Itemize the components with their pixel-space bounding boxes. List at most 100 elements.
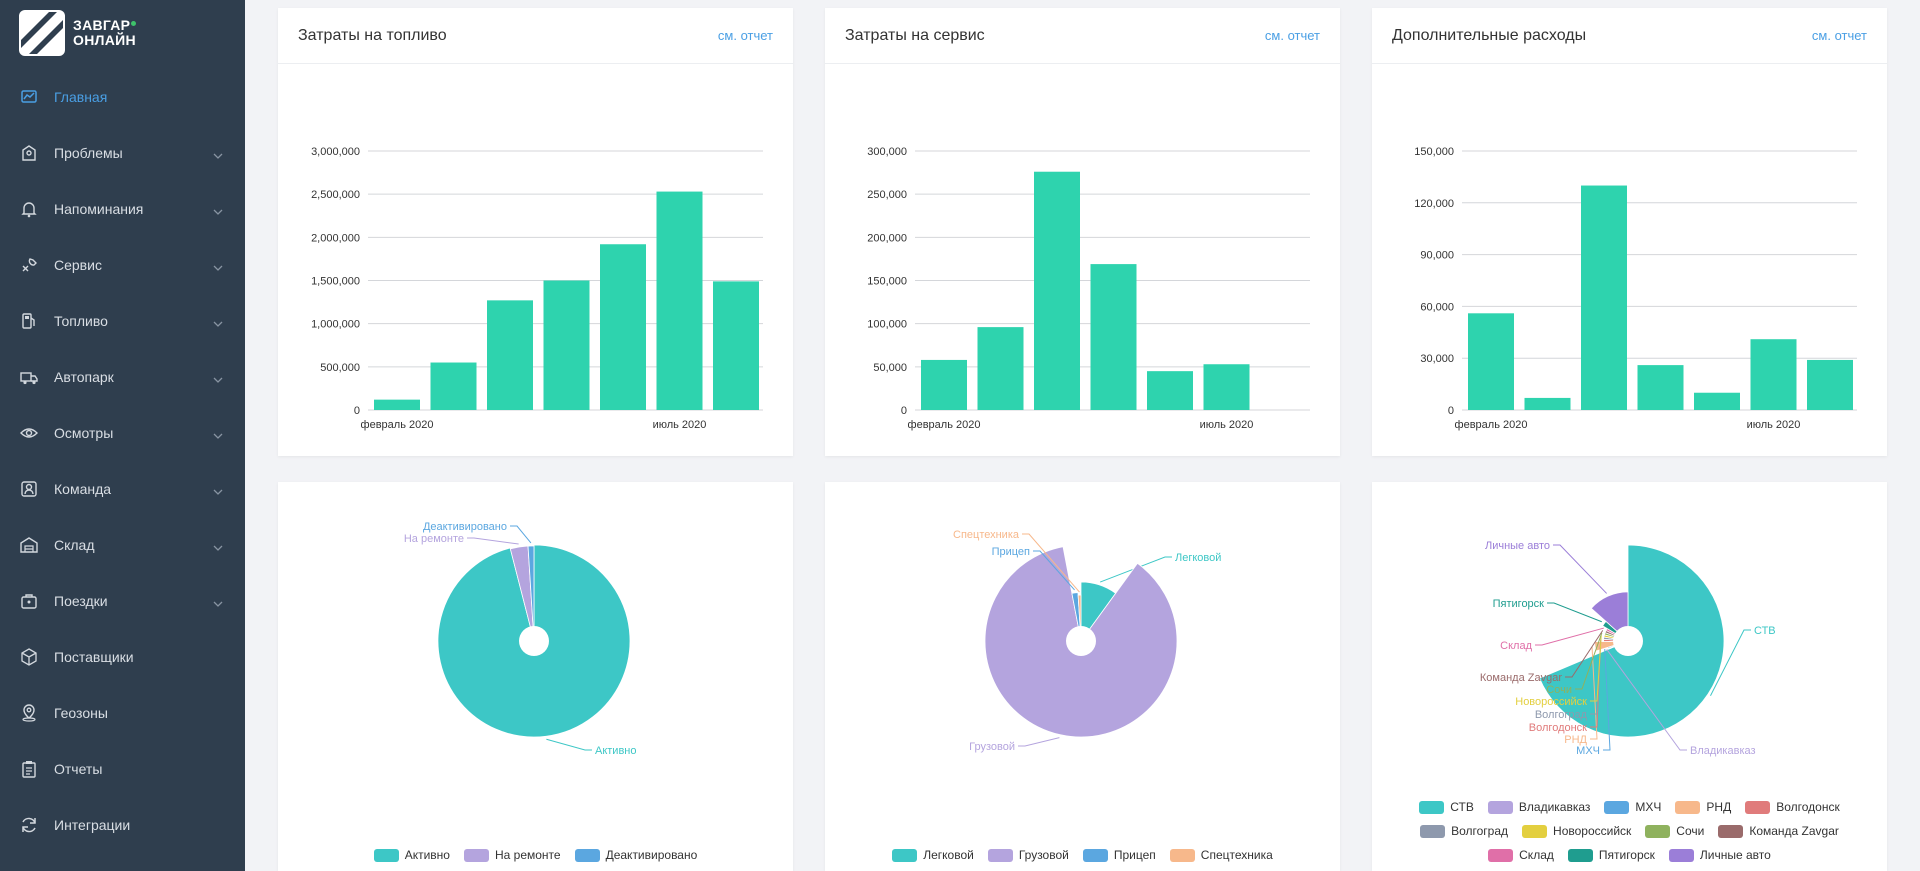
sidebar-item-truck[interactable]: Автопарк [0,349,245,405]
bar[interactable] [600,244,646,410]
legend-label: Владикавказ [1518,800,1591,814]
slice-label: Сочи [1546,684,1572,696]
slice-label: Легковой [1175,552,1221,564]
chevron-down-icon [213,316,223,334]
legend-swatch [1675,800,1701,814]
bar[interactable] [1468,313,1514,410]
sidebar-item-trips[interactable]: Поездки [0,573,245,629]
chevron-down-icon [213,148,223,166]
pie-slice[interactable] [527,545,535,642]
legend-item[interactable]: Личные авто [1668,843,1771,867]
bar[interactable] [487,300,533,410]
bar[interactable] [1090,264,1137,410]
bar[interactable] [543,280,590,411]
bar[interactable] [1034,171,1080,410]
legend-item[interactable]: Легковой [892,843,974,867]
y-tick-label: 1,500,000 [311,276,360,288]
leader-line [1603,649,1611,751]
legend-item[interactable]: Прицеп [1082,843,1156,867]
legend-item[interactable]: Склад [1488,843,1554,867]
sidebar-item-dashboard[interactable]: Главная [0,69,245,125]
bar[interactable] [430,362,477,410]
legend-label: Склад [1519,848,1554,862]
report-link[interactable]: см. отчет [1811,28,1867,43]
box-icon [20,648,38,666]
sidebar: ЗАВГАР ОНЛАЙН Главная Проблемы Напоминания… [0,0,245,871]
legend-item[interactable]: РНД [1675,795,1731,819]
bar[interactable] [921,359,967,410]
bar[interactable] [1807,359,1853,410]
y-tick-label: 30,000 [1420,353,1454,365]
bar[interactable] [374,399,420,410]
legend-swatch [1668,848,1694,862]
legend-label: Волгоград [1451,824,1509,838]
sidebar-item-team[interactable]: Команда [0,461,245,517]
slice-label: Команда Zavgar [1480,672,1562,684]
geozone-icon [20,704,38,722]
leader-line [1099,556,1172,583]
groups-legend: СТВ Владикавказ МХЧ РНД Волгодонск Волгоград Н… [1372,795,1887,867]
pie-slice[interactable] [1590,591,1629,642]
bar[interactable] [977,327,1024,410]
sidebar-item-label: Напоминания [54,201,144,217]
sidebar-item-fuel[interactable]: Топливо [0,293,245,349]
truck-icon [20,368,38,386]
bar[interactable] [1637,365,1684,410]
warehouse-icon [20,536,38,554]
sync-icon [20,816,38,834]
legend-item[interactable]: Грузовой [987,843,1069,867]
report-link[interactable]: см. отчет [1264,28,1320,43]
bar[interactable] [1694,392,1740,410]
legend-item[interactable]: Пятигорск [1567,843,1655,867]
sidebar-item-eye[interactable]: Осмотры [0,405,245,461]
service-icon [20,256,38,274]
legend-item[interactable]: Сочи [1645,819,1704,843]
legend-item[interactable]: На ремонте [463,843,561,867]
legend-item[interactable]: СТВ [1419,795,1474,819]
bar[interactable] [1203,364,1250,410]
sidebar-item-sync[interactable]: Интеграции [0,797,245,853]
y-tick-label: 300,000 [867,146,907,158]
legend-item[interactable]: МХЧ [1604,795,1661,819]
legend-item[interactable]: Волгодонск [1745,795,1840,819]
logo[interactable]: ЗАВГАР ОНЛАЙН [19,10,137,56]
report-link[interactable]: см. отчет [717,28,773,43]
legend-label: Команда Zavgar [1749,824,1839,838]
legend-item[interactable]: Владикавказ [1487,795,1591,819]
legend-item[interactable]: Деактивировано [574,843,697,867]
y-tick-label: 0 [1448,405,1454,417]
sidebar-item-label: Сервис [54,257,102,273]
sidebar-item-problems[interactable]: Проблемы [0,125,245,181]
legend-item[interactable]: Новороссийск [1522,819,1631,843]
sidebar-item-box[interactable]: Поставщики [0,629,245,685]
y-tick-label: 500,000 [320,362,360,374]
legend-swatch [892,848,918,862]
sidebar-item-clipboard[interactable]: Отчеты [0,741,245,797]
bar[interactable] [656,191,703,410]
clipboard-icon [20,760,38,778]
bar[interactable] [713,281,759,410]
sidebar-item-service[interactable]: Сервис [0,237,245,293]
legend-item[interactable]: Волгоград [1420,819,1508,843]
slice-label: СТВ [1754,625,1776,637]
sidebar-item-bell[interactable]: Напоминания [0,181,245,237]
sidebar-item-label: Поставщики [54,649,134,665]
legend-swatch [1645,824,1671,838]
sidebar-item-warehouse[interactable]: Склад [0,517,245,573]
y-tick-label: 60,000 [1420,301,1454,313]
bar[interactable] [1750,339,1797,410]
legend-item[interactable]: Команда Zavgar [1718,819,1839,843]
bar[interactable] [1581,185,1627,410]
chevron-down-icon [213,596,223,614]
legend-item[interactable]: Активно [373,843,450,867]
slice-label: Склад [1500,640,1532,652]
slice-label: РНД [1564,734,1587,746]
sidebar-item-geozone[interactable]: Геозоны [0,685,245,741]
bar[interactable] [1524,397,1571,410]
legend-label: Волгодонск [1776,800,1840,814]
card-fuel-costs: Затраты на топливо см. отчет 0 500,000 1,0… [278,8,793,456]
bar[interactable] [1147,371,1193,410]
y-tick-label: 2,000,000 [311,232,360,244]
legend-item[interactable]: Спецтехника [1169,843,1273,867]
chevron-down-icon [213,260,223,278]
